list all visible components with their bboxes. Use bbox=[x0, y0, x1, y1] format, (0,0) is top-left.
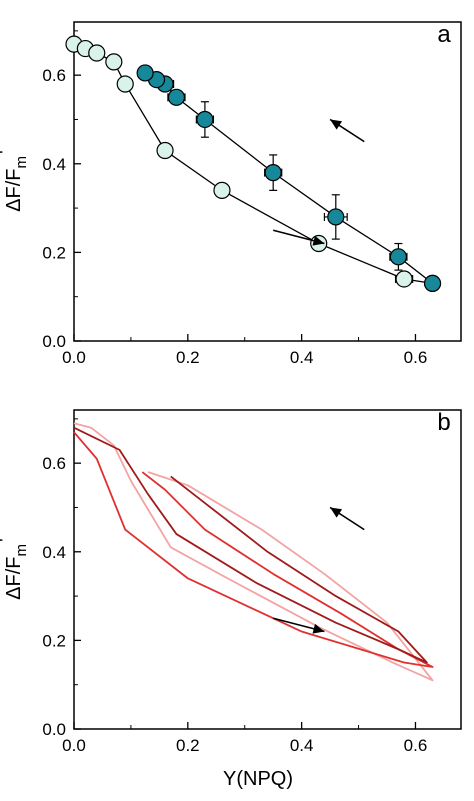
panel-b-arrow-0-head bbox=[330, 507, 343, 518]
panel-a-series-0-point-6 bbox=[213, 181, 231, 199]
panel-b-y-axis-title-prime: ' bbox=[0, 538, 17, 542]
panel-a-y-tick-label-1: 0.2 bbox=[42, 243, 66, 262]
panel-b-y-axis-title: ΔF/Fm ' bbox=[0, 538, 30, 600]
panel-a-y-axis-title: ΔF/Fm ' bbox=[0, 150, 30, 212]
panel-b-x-tick-label-1: 0.2 bbox=[176, 736, 200, 755]
panel-b-y-axis-title-sub: m bbox=[13, 544, 30, 557]
panel-a-frame bbox=[73, 21, 462, 342]
panel-b-frame bbox=[73, 409, 462, 730]
panel-b-y-tick-label-2: 0.4 bbox=[42, 543, 66, 562]
panel-a-x-tick-label-0: 0.0 bbox=[62, 348, 86, 367]
panel-a-series-1-point-0 bbox=[423, 274, 442, 293]
panel-a-y-axis-title-main: ΔF/F bbox=[3, 168, 25, 211]
panel-a-series-1-point-3 bbox=[264, 164, 282, 182]
panel-b-y-tick-label-1: 0.2 bbox=[42, 631, 66, 650]
panel-b-y-tick-label-0: 0.0 bbox=[42, 720, 66, 739]
panel-a-series-1-line bbox=[144, 72, 433, 284]
panel-a-series-0-point-5 bbox=[156, 141, 174, 160]
panel-a-series-1-point-2 bbox=[327, 208, 345, 226]
panel-b-label: b bbox=[437, 409, 450, 436]
panel-a-series-1-point-1 bbox=[389, 248, 407, 266]
panel-a: 0.0 0.2 0.4 0.6 0.0 0.2 0.4 0.6 a ΔF/Fm ' bbox=[0, 21, 462, 367]
panel-b-x-tick-label-3: 0.6 bbox=[404, 736, 428, 755]
panel-b: 0.0 0.2 0.4 0.6 0.0 0.2 0.4 0.6 b ΔF/Fm ' Y(NPQ) bbox=[0, 409, 462, 790]
panel-a-x-tick-label-1: 0.2 bbox=[176, 348, 200, 367]
panel-a-series-0-point-8 bbox=[395, 270, 413, 288]
panel-a-y-axis-title-sub: m bbox=[13, 156, 30, 169]
panel-a-series-0-point-3 bbox=[105, 53, 123, 71]
panel-a-arrow-0-head bbox=[330, 119, 343, 130]
panel-a-plot: 0.0 0.2 0.4 0.6 0.0 0.2 0.4 0.6 bbox=[42, 30, 442, 367]
panel-a-y-tick-label-0: 0.0 bbox=[42, 332, 66, 351]
panel-b-x-axis-title: Y(NPQ) bbox=[223, 768, 293, 790]
panel-a-y-axis-title-prime: ' bbox=[0, 150, 17, 154]
panel-a-series-1-point-4 bbox=[196, 110, 214, 129]
panel-a-x-tick-label-2: 0.4 bbox=[290, 348, 314, 367]
panel-b-series-0-line bbox=[73, 422, 434, 682]
panel-b-arrow-1-head bbox=[312, 623, 325, 634]
panel-b-series-2-line bbox=[73, 426, 428, 664]
panel-b-x-tick-label-0: 0.0 bbox=[62, 736, 86, 755]
panel-a-series-0-point-2 bbox=[88, 44, 106, 62]
panel-a-label: a bbox=[437, 21, 451, 48]
panel-a-series-0-point-4 bbox=[116, 75, 134, 93]
panel-a-arrow-1-head bbox=[312, 235, 325, 246]
panel-a-series-1-point-5 bbox=[167, 88, 186, 106]
panel-b-x-tick-label-2: 0.4 bbox=[290, 736, 314, 755]
panel-b-y-axis-title-main: ΔF/F bbox=[3, 556, 25, 599]
panel-b-plot: 0.0 0.2 0.4 0.6 0.0 0.2 0.4 0.6 bbox=[42, 418, 434, 755]
panel-a-y-tick-label-2: 0.4 bbox=[42, 155, 66, 174]
panel-a-series-1-point-8 bbox=[136, 64, 154, 82]
panel-b-series-1-line bbox=[73, 431, 434, 668]
panel-a-y-tick-label-3: 0.6 bbox=[42, 66, 66, 85]
panel-a-x-tick-label-3: 0.6 bbox=[404, 348, 428, 367]
panel-b-y-tick-label-3: 0.6 bbox=[42, 454, 66, 473]
